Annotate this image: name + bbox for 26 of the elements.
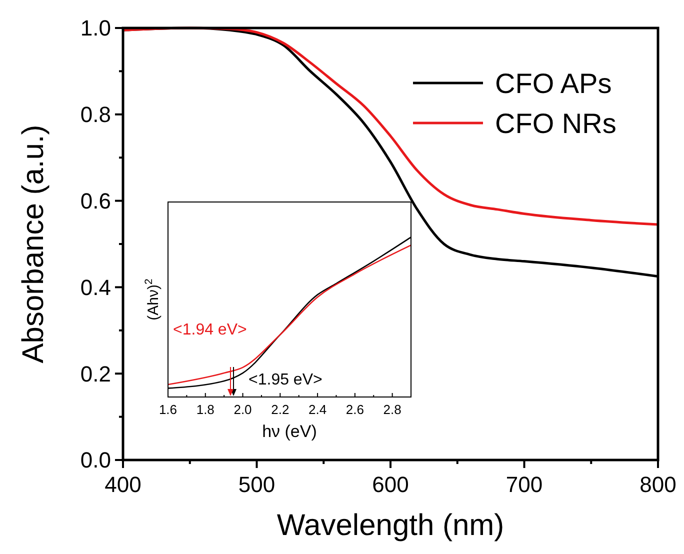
x-tick-label: 2.0 [234, 402, 252, 417]
y-tick-label: 1.0 [80, 16, 111, 41]
x-tick-label: 2.6 [346, 402, 364, 417]
x-tick-label: 400 [104, 472, 142, 497]
x-tick-label: 2.8 [383, 402, 402, 417]
y-tick-label: 0.4 [80, 274, 111, 300]
legend-label: CFO APs [495, 68, 612, 99]
x-tick-label: 600 [372, 472, 409, 497]
y-tick-label: 0.6 [80, 188, 111, 214]
y-tick-label: 0.0 [80, 448, 111, 473]
x-axis-title: Wavelength (nm) [276, 509, 504, 542]
line-series [123, 26, 658, 226]
x-tick-label: 800 [640, 472, 676, 497]
x-tick-label: 500 [238, 472, 276, 497]
x-tick-label: 2.2 [271, 402, 290, 417]
x-tick-label: 1.6 [158, 402, 178, 417]
x-tick-label: 700 [506, 472, 543, 497]
y-tick-label: 0.8 [80, 102, 111, 128]
x-axis-title: hν (eV) [262, 422, 317, 441]
x-tick-label: 1.8 [196, 402, 214, 417]
y-axis-title: Absorbance (a.u.) [17, 124, 50, 364]
annotation: <1.95 eV> [248, 372, 322, 389]
y-tick-label: 0.2 [80, 361, 111, 386]
x-tick-label: 2.4 [308, 402, 327, 417]
legend-label: CFO NRs [495, 108, 616, 139]
annotation: <1.94 eV> [173, 322, 247, 339]
